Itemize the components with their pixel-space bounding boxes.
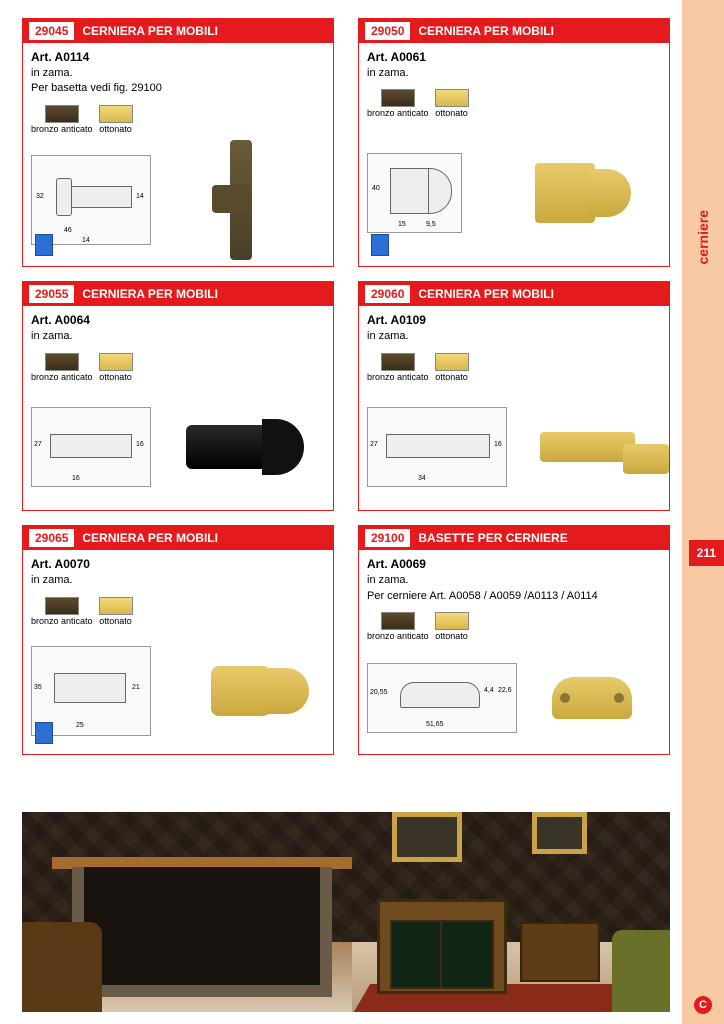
- painting: [532, 812, 587, 854]
- catalog-page: 29045 CERNIERA PER MOBILI Art. A0114 in …: [0, 0, 724, 1024]
- blue-tag-icon: [35, 234, 53, 256]
- product-code: 29065: [29, 529, 74, 547]
- article-number: Art. A0064: [31, 312, 325, 329]
- technical-drawing: 40 15 9,5: [367, 153, 462, 233]
- product-title: CERNIERA PER MOBILI: [418, 24, 554, 38]
- swatch-bronzo: bronzo anticato: [367, 89, 429, 119]
- card-body: Art. A0114 in zama. Per basetta vedi fig…: [23, 43, 333, 266]
- painting: [392, 812, 462, 862]
- swatch-color-bronzo: [45, 105, 79, 123]
- card-header: 29055 CERNIERA PER MOBILI: [23, 282, 333, 306]
- swatch-row: bronzo anticato ottonato: [367, 353, 661, 383]
- note: Per cerniere Art. A0058 / A0059 /A0113 /…: [367, 589, 661, 604]
- card-body: Art. A0109 in zama. bronzo anticato otto…: [359, 306, 669, 510]
- dim-a: 32: [36, 192, 44, 202]
- product-card-29050: 29050 CERNIERA PER MOBILI Art. A0061 in …: [358, 18, 670, 267]
- material: in zama.: [31, 66, 325, 81]
- swatch-row: bronzo anticato ottonato: [367, 612, 661, 642]
- technical-drawing: 32 46 14 14: [31, 155, 151, 245]
- card-body: Art. A0064 in zama. bronzo anticato otto…: [23, 306, 333, 510]
- blue-tag-icon: [35, 722, 53, 744]
- blue-tag-icon: [371, 234, 389, 256]
- brand-logo-icon: C: [694, 996, 712, 1014]
- product-photo: [157, 666, 325, 716]
- product-photo: [157, 425, 325, 469]
- swatch-ottonato: ottonato: [435, 89, 469, 119]
- product-title: CERNIERA PER MOBILI: [82, 24, 218, 38]
- technical-drawing: 27 16 16: [31, 407, 151, 487]
- card-header: 29050 CERNIERA PER MOBILI: [359, 19, 669, 43]
- illustration-row: 32 46 14 14: [31, 140, 325, 260]
- dim-d: 14: [82, 236, 90, 246]
- product-code: 29060: [365, 285, 410, 303]
- article-number: Art. A0109: [367, 312, 661, 329]
- product-card-29065: 29065 CERNIERA PER MOBILI Art. A0070 in …: [22, 525, 334, 755]
- category-label: cerniere: [695, 210, 711, 264]
- product-card-29055: 29055 CERNIERA PER MOBILI Art. A0064 in …: [22, 281, 334, 511]
- swatch-label: bronzo anticato: [31, 125, 93, 135]
- product-photo: [157, 140, 325, 260]
- article-number: Art. A0061: [367, 49, 661, 66]
- dresser: [520, 922, 600, 982]
- swatch-row: bronzo anticato ottonato: [31, 353, 325, 383]
- armchair-left: [22, 922, 102, 1012]
- product-title: CERNIERA PER MOBILI: [418, 287, 554, 301]
- card-header: 29065 CERNIERA PER MOBILI: [23, 526, 333, 550]
- swatch-row: bronzo anticato ottonato: [367, 89, 661, 119]
- card-header: 29100 BASETTE PER CERNIERE: [359, 526, 669, 550]
- cabinet: [377, 899, 507, 994]
- lifestyle-photo: [22, 812, 670, 1012]
- swatch-row: bronzo anticato ottonato: [31, 105, 325, 135]
- dim-b: 46: [64, 226, 72, 236]
- article-number: Art. A0070: [31, 556, 325, 573]
- product-photo: [468, 163, 661, 223]
- product-code: 29045: [29, 22, 74, 40]
- material: in zama.: [31, 329, 325, 344]
- article-number: Art. A0114: [31, 49, 325, 66]
- product-title: CERNIERA PER MOBILI: [82, 531, 218, 545]
- swatch-color-ottonato: [99, 105, 133, 123]
- technical-drawing: 27 34 16: [367, 407, 507, 487]
- product-photo: [513, 432, 661, 462]
- note: Per basetta vedi fig. 29100: [31, 81, 325, 96]
- fireplace: [72, 867, 332, 997]
- swatch-row: bronzo anticato ottonato: [31, 597, 325, 627]
- product-card-29045: 29045 CERNIERA PER MOBILI Art. A0114 in …: [22, 18, 334, 267]
- card-header: 29060 CERNIERA PER MOBILI: [359, 282, 669, 306]
- illustration-row: 27 16 16: [31, 389, 325, 505]
- card-body: Art. A0069 in zama. Per cerniere Art. A0…: [359, 550, 669, 754]
- product-grid: 29045 CERNIERA PER MOBILI Art. A0114 in …: [22, 18, 670, 755]
- material: in zama.: [367, 329, 661, 344]
- product-title: CERNIERA PER MOBILI: [82, 287, 218, 301]
- illustration-row: 40 15 9,5: [367, 125, 661, 260]
- content-area: 29045 CERNIERA PER MOBILI Art. A0114 in …: [0, 0, 682, 1024]
- swatch-bronzo: bronzo anticato: [31, 105, 93, 135]
- product-title: BASETTE PER CERNIERE: [418, 531, 567, 545]
- product-card-29100: 29100 BASETTE PER CERNIERE Art. A0069 in…: [358, 525, 670, 755]
- dim-c: 14: [136, 192, 144, 202]
- product-card-29060: 29060 CERNIERA PER MOBILI Art. A0109 in …: [358, 281, 670, 511]
- card-body: Art. A0061 in zama. bronzo anticato otto…: [359, 43, 669, 266]
- swatch-ottonato: ottonato: [99, 105, 133, 135]
- material: in zama.: [367, 573, 661, 588]
- armchair-right: [612, 930, 670, 1012]
- card-body: Art. A0070 in zama. bronzo anticato otto…: [23, 550, 333, 754]
- product-photo: [523, 677, 661, 719]
- technical-drawing: 20,55 51,65 4,4 22,6: [367, 663, 517, 733]
- material: in zama.: [367, 66, 661, 81]
- illustration-row: 35 25 21: [31, 633, 325, 749]
- page-number: 211: [689, 540, 724, 566]
- product-code: 29050: [365, 22, 410, 40]
- product-code: 29055: [29, 285, 74, 303]
- illustration-row: 20,55 51,65 4,4 22,6: [367, 648, 661, 749]
- swatch-label: ottonato: [99, 125, 132, 135]
- article-number: Art. A0069: [367, 556, 661, 573]
- side-tab: cerniere 211 C: [682, 0, 724, 1024]
- material: in zama.: [31, 573, 325, 588]
- illustration-row: 27 34 16: [367, 389, 661, 505]
- product-code: 29100: [365, 529, 410, 547]
- card-header: 29045 CERNIERA PER MOBILI: [23, 19, 333, 43]
